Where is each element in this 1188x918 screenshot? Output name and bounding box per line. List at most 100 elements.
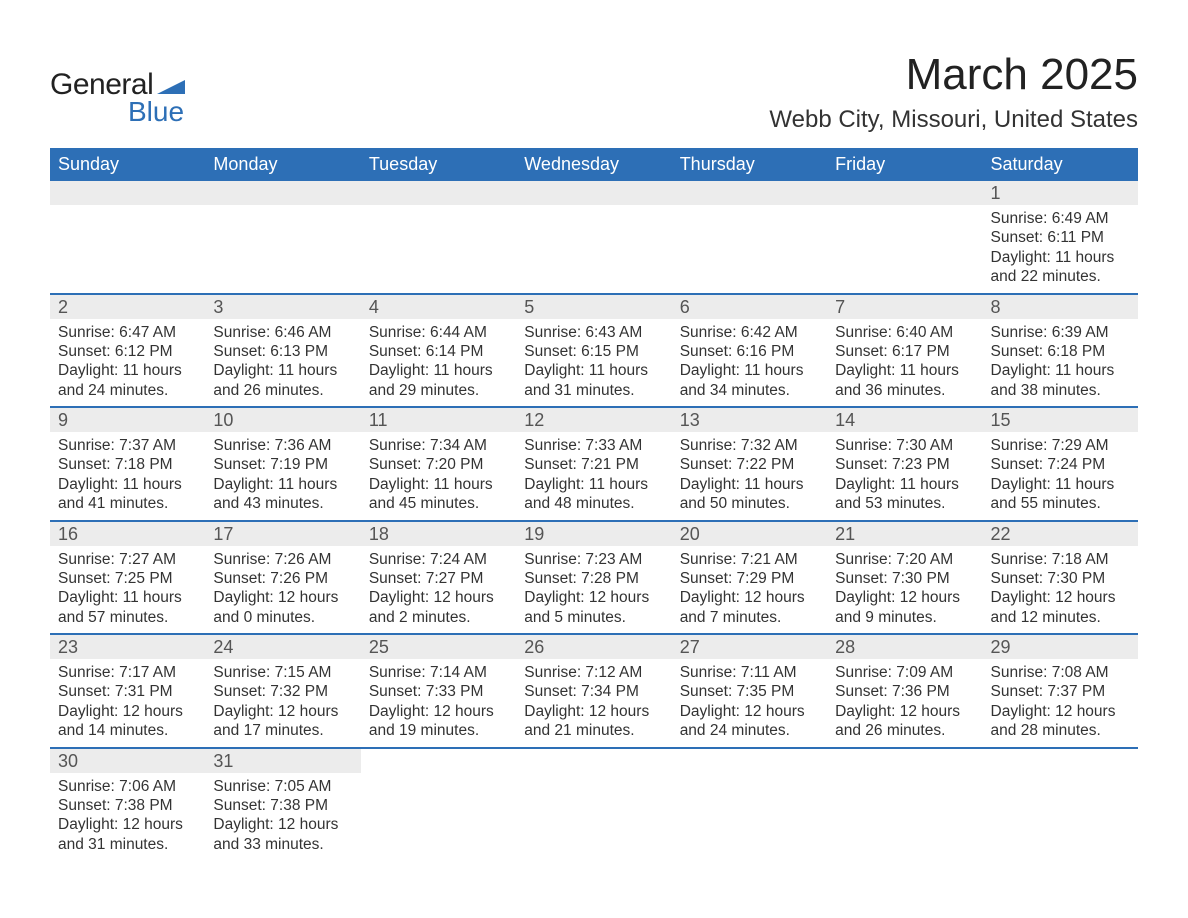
day-cell <box>50 181 205 293</box>
day-cell <box>361 181 516 293</box>
dow-monday: Monday <box>205 148 360 181</box>
day-number: 14 <box>827 408 982 432</box>
day-cell: 25Sunrise: 7:14 AMSunset: 7:33 PMDayligh… <box>361 635 516 747</box>
day-number: 18 <box>361 522 516 546</box>
day-cell: 18Sunrise: 7:24 AMSunset: 7:27 PMDayligh… <box>361 522 516 634</box>
sunset-text: Sunset: 7:19 PM <box>213 455 352 474</box>
daylight-text: Daylight: 11 hours and 43 minutes. <box>213 475 352 514</box>
day-number <box>205 181 360 205</box>
day-number: 10 <box>205 408 360 432</box>
sunrise-text: Sunrise: 7:08 AM <box>991 663 1130 682</box>
sunset-text: Sunset: 7:27 PM <box>369 569 508 588</box>
day-number: 24 <box>205 635 360 659</box>
day-body: Sunrise: 7:14 AMSunset: 7:33 PMDaylight:… <box>361 659 516 747</box>
sunset-text: Sunset: 7:38 PM <box>213 796 352 815</box>
day-number <box>516 181 671 205</box>
day-body: Sunrise: 7:30 AMSunset: 7:23 PMDaylight:… <box>827 432 982 520</box>
day-cell: 6Sunrise: 6:42 AMSunset: 6:16 PMDaylight… <box>672 295 827 407</box>
sunset-text: Sunset: 7:29 PM <box>680 569 819 588</box>
day-cell: 5Sunrise: 6:43 AMSunset: 6:15 PMDaylight… <box>516 295 671 407</box>
sunrise-text: Sunrise: 7:11 AM <box>680 663 819 682</box>
sunrise-text: Sunrise: 7:34 AM <box>369 436 508 455</box>
sunrise-text: Sunrise: 7:37 AM <box>58 436 197 455</box>
sunset-text: Sunset: 7:25 PM <box>58 569 197 588</box>
day-number: 27 <box>672 635 827 659</box>
daylight-text: Daylight: 12 hours and 12 minutes. <box>991 588 1130 627</box>
day-cell <box>361 749 516 861</box>
day-cell <box>827 181 982 293</box>
day-cell: 3Sunrise: 6:46 AMSunset: 6:13 PMDaylight… <box>205 295 360 407</box>
day-number: 19 <box>516 522 671 546</box>
day-cell <box>672 181 827 293</box>
day-cell: 20Sunrise: 7:21 AMSunset: 7:29 PMDayligh… <box>672 522 827 634</box>
calendar-table: Sunday Monday Tuesday Wednesday Thursday… <box>50 148 1138 860</box>
sunset-text: Sunset: 7:30 PM <box>991 569 1130 588</box>
daylight-text: Daylight: 11 hours and 50 minutes. <box>680 475 819 514</box>
sunset-text: Sunset: 7:18 PM <box>58 455 197 474</box>
day-number: 25 <box>361 635 516 659</box>
day-body: Sunrise: 6:40 AMSunset: 6:17 PMDaylight:… <box>827 319 982 407</box>
sunrise-text: Sunrise: 6:47 AM <box>58 323 197 342</box>
sunrise-text: Sunrise: 6:44 AM <box>369 323 508 342</box>
sunrise-text: Sunrise: 7:20 AM <box>835 550 974 569</box>
day-body: Sunrise: 7:29 AMSunset: 7:24 PMDaylight:… <box>983 432 1138 520</box>
day-number: 31 <box>205 749 360 773</box>
day-cell: 27Sunrise: 7:11 AMSunset: 7:35 PMDayligh… <box>672 635 827 747</box>
day-cell <box>827 749 982 861</box>
daylight-text: Daylight: 12 hours and 5 minutes. <box>524 588 663 627</box>
day-number: 9 <box>50 408 205 432</box>
day-body: Sunrise: 6:43 AMSunset: 6:15 PMDaylight:… <box>516 319 671 407</box>
day-body: Sunrise: 7:17 AMSunset: 7:31 PMDaylight:… <box>50 659 205 747</box>
day-cell: 11Sunrise: 7:34 AMSunset: 7:20 PMDayligh… <box>361 408 516 520</box>
day-body: Sunrise: 7:09 AMSunset: 7:36 PMDaylight:… <box>827 659 982 747</box>
sunset-text: Sunset: 7:20 PM <box>369 455 508 474</box>
sunrise-text: Sunrise: 7:30 AM <box>835 436 974 455</box>
dow-thursday: Thursday <box>672 148 827 181</box>
daylight-text: Daylight: 12 hours and 7 minutes. <box>680 588 819 627</box>
day-number: 28 <box>827 635 982 659</box>
daylight-text: Daylight: 11 hours and 53 minutes. <box>835 475 974 514</box>
day-body: Sunrise: 7:20 AMSunset: 7:30 PMDaylight:… <box>827 546 982 634</box>
sunrise-text: Sunrise: 7:05 AM <box>213 777 352 796</box>
daylight-text: Daylight: 12 hours and 0 minutes. <box>213 588 352 627</box>
day-number <box>827 181 982 205</box>
day-body: Sunrise: 7:26 AMSunset: 7:26 PMDaylight:… <box>205 546 360 634</box>
day-number: 1 <box>983 181 1138 205</box>
sunset-text: Sunset: 7:22 PM <box>680 455 819 474</box>
sunset-text: Sunset: 7:37 PM <box>991 682 1130 701</box>
day-cell: 31Sunrise: 7:05 AMSunset: 7:38 PMDayligh… <box>205 749 360 861</box>
day-body: Sunrise: 6:39 AMSunset: 6:18 PMDaylight:… <box>983 319 1138 407</box>
daylight-text: Daylight: 12 hours and 26 minutes. <box>835 702 974 741</box>
day-number <box>983 749 1138 753</box>
day-body: Sunrise: 7:23 AMSunset: 7:28 PMDaylight:… <box>516 546 671 634</box>
day-cell: 22Sunrise: 7:18 AMSunset: 7:30 PMDayligh… <box>983 522 1138 634</box>
day-number: 3 <box>205 295 360 319</box>
day-number <box>361 181 516 205</box>
header-row: General Blue March 2025 Webb City, Misso… <box>50 50 1138 134</box>
day-body: Sunrise: 6:47 AMSunset: 6:12 PMDaylight:… <box>50 319 205 407</box>
day-body: Sunrise: 6:44 AMSunset: 6:14 PMDaylight:… <box>361 319 516 407</box>
day-cell: 13Sunrise: 7:32 AMSunset: 7:22 PMDayligh… <box>672 408 827 520</box>
daylight-text: Daylight: 11 hours and 48 minutes. <box>524 475 663 514</box>
day-cell: 12Sunrise: 7:33 AMSunset: 7:21 PMDayligh… <box>516 408 671 520</box>
sunrise-text: Sunrise: 6:40 AM <box>835 323 974 342</box>
day-number: 20 <box>672 522 827 546</box>
day-cell <box>983 749 1138 861</box>
day-body: Sunrise: 7:12 AMSunset: 7:34 PMDaylight:… <box>516 659 671 747</box>
sunrise-text: Sunrise: 7:26 AM <box>213 550 352 569</box>
sunrise-text: Sunrise: 7:24 AM <box>369 550 508 569</box>
daylight-text: Daylight: 11 hours and 29 minutes. <box>369 361 508 400</box>
day-cell: 17Sunrise: 7:26 AMSunset: 7:26 PMDayligh… <box>205 522 360 634</box>
sunset-text: Sunset: 6:14 PM <box>369 342 508 361</box>
day-number <box>672 749 827 753</box>
daylight-text: Daylight: 11 hours and 24 minutes. <box>58 361 197 400</box>
day-number: 26 <box>516 635 671 659</box>
day-number: 29 <box>983 635 1138 659</box>
sunrise-text: Sunrise: 7:32 AM <box>680 436 819 455</box>
sunrise-text: Sunrise: 6:43 AM <box>524 323 663 342</box>
day-number: 23 <box>50 635 205 659</box>
day-number: 7 <box>827 295 982 319</box>
day-number: 12 <box>516 408 671 432</box>
daylight-text: Daylight: 11 hours and 55 minutes. <box>991 475 1130 514</box>
sunset-text: Sunset: 7:32 PM <box>213 682 352 701</box>
